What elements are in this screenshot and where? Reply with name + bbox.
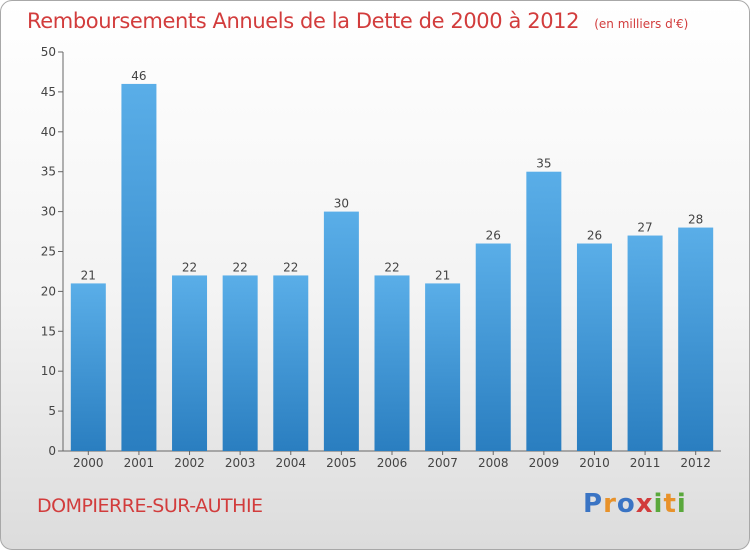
data-label: 35 (536, 157, 551, 171)
x-tick-label: 2004 (275, 456, 306, 470)
y-tick-label: 50 (41, 45, 56, 59)
x-tick-label: 2006 (377, 456, 408, 470)
data-label: 26 (486, 229, 501, 243)
y-tick-label: 0 (48, 444, 56, 458)
x-tick-label: 2011 (630, 456, 661, 470)
bar (374, 275, 410, 451)
y-tick-label: 5 (48, 404, 56, 418)
data-label: 46 (131, 69, 146, 83)
data-label: 22 (283, 260, 298, 274)
y-tick-label: 10 (41, 364, 56, 378)
x-tick-label: 2002 (174, 456, 205, 470)
bar (576, 243, 612, 451)
data-label: 28 (688, 213, 703, 227)
chart-unit: (en milliers d'€) (594, 17, 689, 31)
bar (526, 171, 562, 451)
x-tick-label: 2012 (680, 456, 711, 470)
x-tick-label: 2008 (478, 456, 509, 470)
data-label: 22 (182, 260, 197, 274)
x-tick-label: 2009 (529, 456, 560, 470)
bar (70, 283, 106, 451)
y-tick-label: 40 (41, 125, 56, 139)
y-tick-label: 45 (41, 85, 56, 99)
data-label: 21 (81, 268, 96, 282)
bar (172, 275, 208, 451)
x-tick-label: 2005 (326, 456, 357, 470)
y-tick-label: 15 (41, 324, 56, 338)
bar (425, 283, 461, 451)
chart-title: Remboursements Annuels de la Dette de 20… (27, 9, 580, 33)
bar (475, 243, 511, 451)
commune-name: DOMPIERRE-SUR-AUTHIE (37, 495, 263, 517)
bar (678, 227, 714, 451)
data-label: 22 (384, 260, 399, 274)
x-tick-label: 2003 (225, 456, 256, 470)
y-tick-label: 25 (41, 245, 56, 259)
bar (273, 275, 309, 451)
data-label: 30 (334, 197, 349, 211)
proxiti-logo: Proxiti (583, 489, 687, 519)
x-tick-label: 2007 (427, 456, 458, 470)
chart-title-row: Remboursements Annuels de la Dette de 20… (27, 9, 688, 33)
y-tick-label: 35 (41, 165, 56, 179)
x-tick-label: 2010 (579, 456, 610, 470)
data-label: 21 (435, 268, 450, 282)
x-tick-label: 2001 (124, 456, 155, 470)
bar (627, 235, 663, 451)
data-label: 27 (637, 221, 652, 235)
data-label: 26 (587, 229, 602, 243)
bar (222, 275, 258, 451)
y-tick-label: 20 (41, 284, 56, 298)
bar (121, 83, 157, 452)
y-tick-label: 30 (41, 205, 56, 219)
x-tick-label: 2000 (73, 456, 104, 470)
bar (323, 211, 359, 451)
data-label: 22 (233, 260, 248, 274)
